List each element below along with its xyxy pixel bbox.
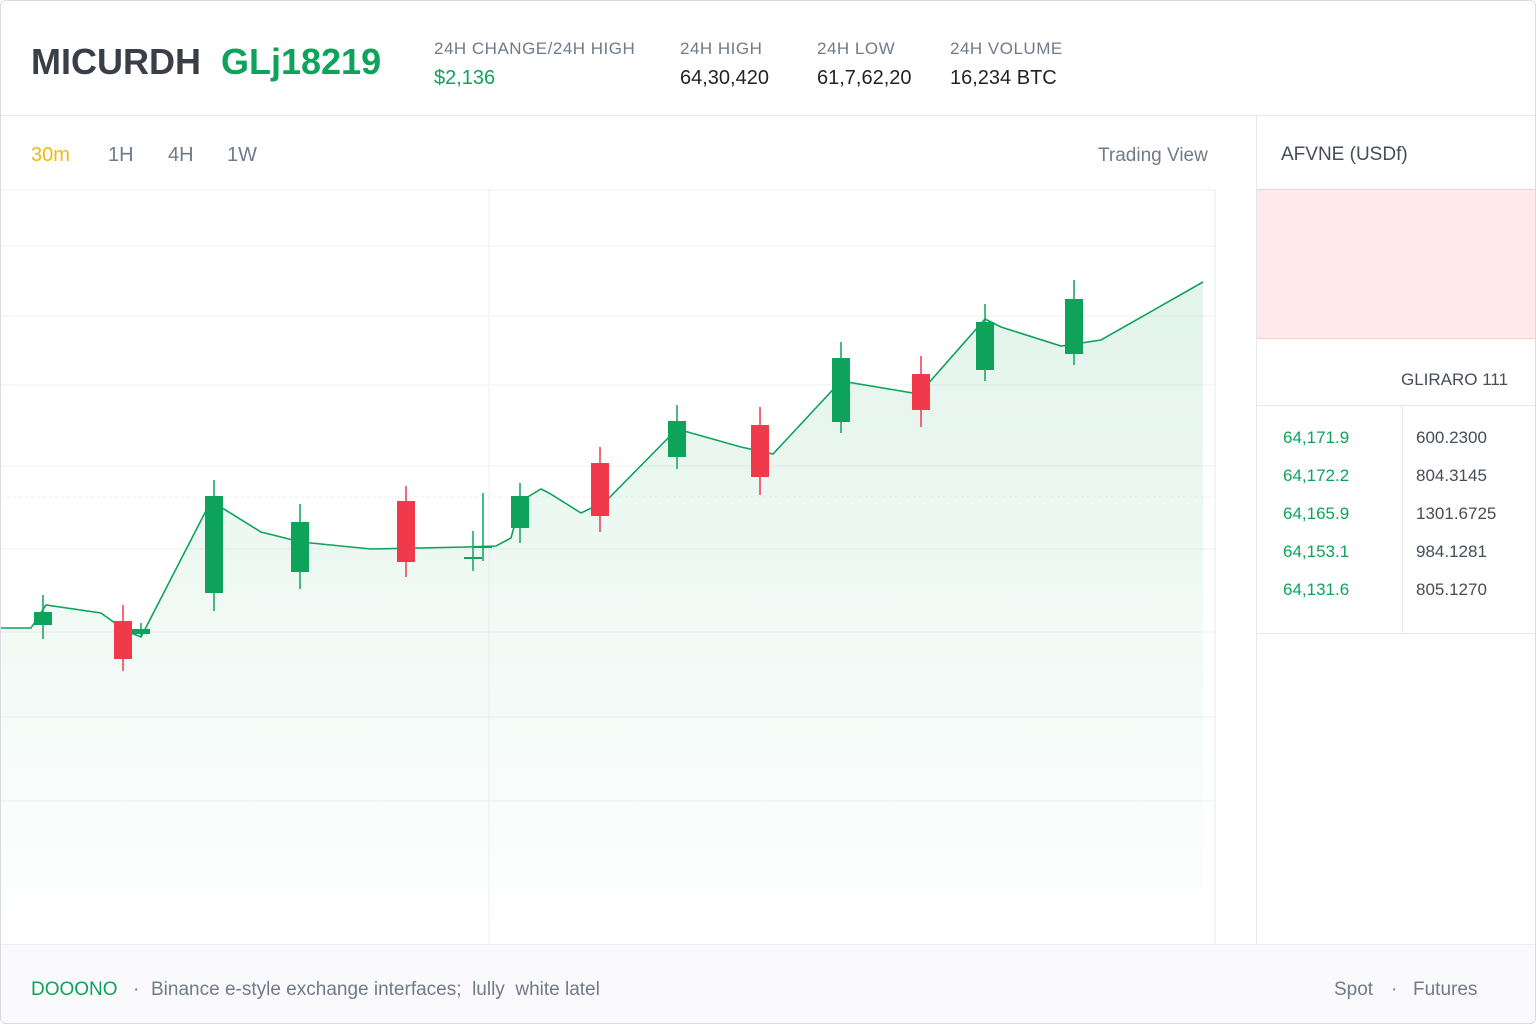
footer-link[interactable]: Spot	[1334, 979, 1374, 1000]
pair: GLj18219	[221, 41, 382, 82]
candle-body	[114, 621, 132, 659]
interval-tab[interactable]: 1H	[108, 144, 134, 166]
interval-tab[interactable]: 4H	[168, 144, 194, 166]
candle-body	[511, 496, 529, 528]
interval-tab[interactable]: 1W	[227, 144, 257, 166]
area	[1, 282, 1203, 944]
price: 64,171.9	[1283, 428, 1350, 447]
candle-body	[1065, 299, 1083, 354]
footer-text: Binance e-style exchange interfaces; lul…	[151, 979, 600, 1000]
amount: 984.1281	[1416, 542, 1487, 561]
price-chart	[1, 189, 1216, 944]
candle-body	[976, 322, 994, 370]
amount: 805.1270	[1416, 580, 1487, 599]
amount: 804.3145	[1416, 466, 1487, 485]
price: 64,172.2	[1283, 466, 1350, 485]
candle-body	[591, 463, 609, 516]
stat-value: $2,136	[434, 67, 496, 89]
ask-area	[1257, 189, 1535, 339]
panel-subtitle: GLIRARO 111	[1401, 370, 1509, 389]
candle-body	[397, 501, 415, 562]
candle-body	[132, 629, 150, 634]
candle-body	[751, 425, 769, 477]
candle-body	[34, 612, 52, 625]
divider	[1402, 405, 1403, 634]
amount: 1301.6725	[1416, 504, 1497, 523]
header	[1, 1, 1535, 116]
candle-body	[474, 546, 492, 548]
candle-body	[668, 421, 686, 457]
candle-body	[832, 358, 850, 422]
price: 64,153.1	[1283, 542, 1350, 561]
stat-value: 64,30,420	[680, 67, 769, 89]
footer-link[interactable]: Futures	[1413, 979, 1478, 1000]
symbol: MICURDH	[31, 41, 201, 82]
candle-body	[291, 522, 309, 572]
footer	[1, 944, 1535, 1023]
stat-label: 24H VOLUME	[950, 39, 1063, 58]
candles	[34, 280, 1083, 671]
book	[1257, 405, 1535, 634]
stat-value: 16,234 BTC	[950, 67, 1057, 89]
interval-tab[interactable]: 30m	[31, 144, 70, 166]
separator: ·	[133, 979, 140, 1000]
stat-label: 24H CHANGE/24H HIGH	[434, 39, 636, 58]
view-button[interactable]: Trading View	[1098, 145, 1208, 166]
price: 64,131.6	[1283, 580, 1350, 599]
stat-label: 24H HIGH	[680, 39, 763, 58]
separator: ·	[1391, 979, 1398, 1000]
amount: 600.2300	[1416, 428, 1487, 447]
panel-title: AFVNE (USDf)	[1281, 144, 1408, 165]
price: 64,165.9	[1283, 504, 1350, 523]
side-panel	[1256, 116, 1535, 944]
candle-body	[205, 496, 223, 593]
brand: DOOONO	[31, 979, 118, 1000]
stat-label: 24H LOW	[817, 39, 896, 58]
stat-value: 61,7,62,20	[817, 67, 912, 89]
candle-body	[912, 374, 930, 410]
candle-body	[464, 557, 482, 559]
